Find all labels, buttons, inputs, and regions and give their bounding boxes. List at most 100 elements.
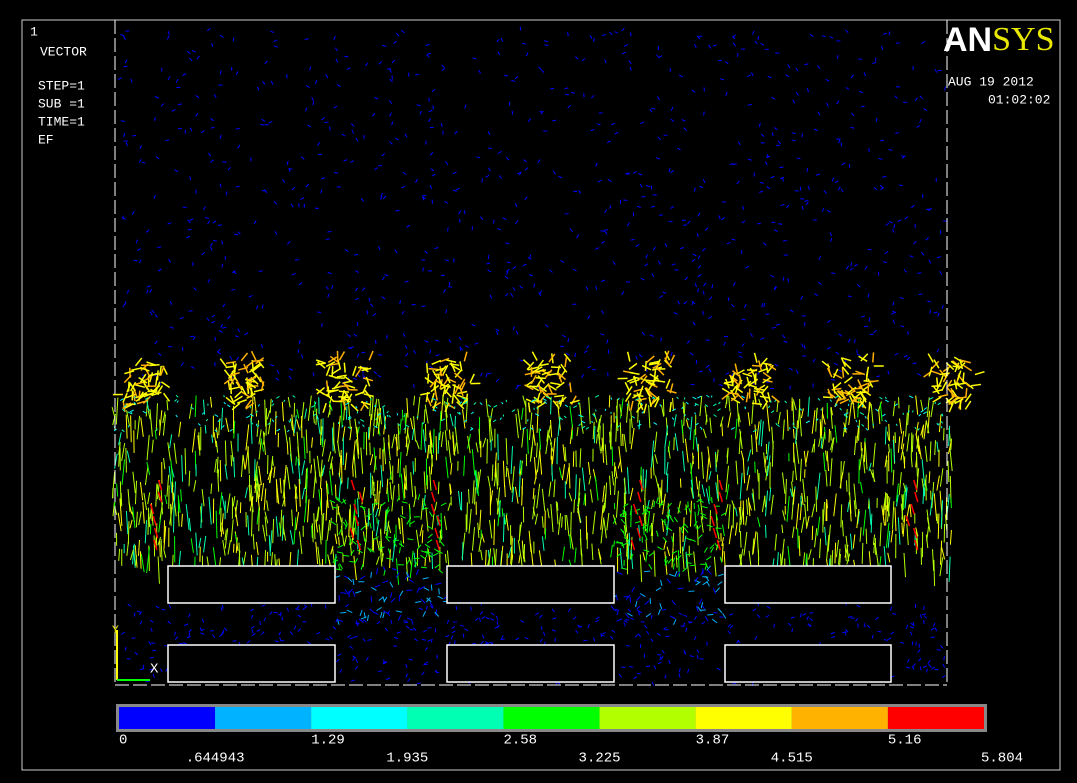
vector	[646, 665, 651, 668]
vector	[919, 118, 922, 123]
vector	[835, 539, 839, 558]
vector	[911, 434, 914, 453]
vector	[289, 631, 293, 636]
vector	[602, 485, 605, 503]
vector	[708, 316, 713, 319]
vector	[862, 389, 872, 397]
vector	[233, 395, 243, 403]
vector	[747, 158, 752, 161]
vector	[168, 604, 172, 609]
vector	[296, 605, 300, 609]
vector	[616, 618, 623, 622]
vector	[624, 512, 628, 533]
vector	[147, 492, 151, 505]
vector	[627, 539, 630, 560]
vector	[160, 539, 163, 561]
vector	[834, 180, 839, 184]
vector	[552, 400, 560, 410]
vector	[160, 489, 164, 515]
vector	[154, 116, 156, 121]
vector	[377, 670, 382, 673]
vector	[522, 426, 527, 430]
vector	[426, 539, 433, 544]
vector	[867, 378, 874, 388]
vector	[677, 500, 681, 514]
vector	[905, 624, 908, 629]
vector	[665, 417, 669, 436]
vector	[816, 516, 821, 536]
vector	[444, 389, 452, 398]
vector	[420, 554, 426, 560]
vector	[882, 261, 888, 264]
vector	[647, 382, 658, 388]
vector	[596, 418, 601, 433]
vector	[519, 359, 524, 362]
vector	[372, 611, 379, 615]
vector	[288, 375, 292, 380]
vector	[934, 69, 938, 73]
vector	[297, 628, 302, 632]
vector	[317, 153, 322, 156]
vector	[430, 638, 433, 643]
vector	[659, 487, 663, 503]
vector	[325, 499, 328, 521]
vector	[125, 142, 128, 147]
vector	[477, 469, 482, 490]
vector	[392, 541, 397, 547]
vector	[146, 399, 150, 412]
vector	[734, 418, 738, 439]
vector	[503, 74, 509, 77]
vector	[533, 469, 538, 485]
vector	[572, 268, 577, 272]
vector	[741, 220, 746, 224]
vector	[576, 234, 580, 239]
vector	[445, 634, 450, 638]
vector	[130, 78, 133, 83]
vector	[138, 539, 140, 556]
vector	[742, 457, 746, 484]
vector	[831, 272, 836, 275]
vector	[712, 44, 717, 47]
vector	[795, 440, 800, 464]
vector	[913, 479, 918, 491]
vector	[487, 167, 491, 172]
vector	[464, 628, 469, 631]
vector	[258, 506, 260, 532]
vector	[636, 527, 641, 539]
vector	[129, 409, 134, 413]
vector	[304, 468, 308, 489]
vector	[321, 177, 326, 180]
vector	[789, 488, 793, 498]
vector	[348, 538, 352, 545]
vector	[861, 543, 864, 564]
vector	[386, 506, 390, 513]
vector	[542, 631, 546, 636]
vector	[125, 30, 130, 32]
vector	[581, 425, 586, 429]
vector	[123, 404, 127, 408]
vector	[255, 357, 265, 365]
vector	[666, 526, 673, 532]
vector	[718, 215, 721, 220]
vector	[204, 425, 207, 434]
vector	[610, 635, 614, 640]
vector	[380, 192, 384, 197]
electrode	[167, 644, 336, 683]
vector	[174, 631, 176, 636]
vector	[229, 372, 240, 377]
vector	[630, 553, 634, 560]
vector	[668, 168, 671, 173]
vector	[683, 301, 688, 305]
vector	[681, 419, 684, 434]
vector	[427, 525, 434, 530]
vector	[354, 665, 359, 670]
vector	[821, 431, 826, 450]
vector	[910, 204, 915, 209]
vector	[830, 437, 834, 451]
vector	[892, 319, 896, 324]
vector	[315, 80, 318, 85]
vector	[424, 340, 429, 343]
vector	[230, 519, 234, 542]
vector	[145, 229, 150, 233]
vector	[428, 109, 433, 113]
